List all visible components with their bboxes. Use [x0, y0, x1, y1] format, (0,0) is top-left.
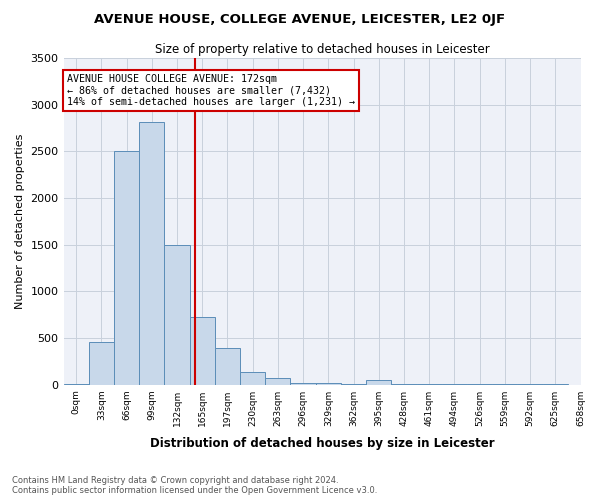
- Bar: [290, 383, 316, 384]
- Y-axis label: Number of detached properties: Number of detached properties: [15, 134, 25, 309]
- Bar: [139, 122, 164, 384]
- Text: AVENUE HOUSE COLLEGE AVENUE: 172sqm
← 86% of detached houses are smaller (7,432): AVENUE HOUSE COLLEGE AVENUE: 172sqm ← 86…: [67, 74, 355, 107]
- Bar: [265, 378, 290, 384]
- X-axis label: Distribution of detached houses by size in Leicester: Distribution of detached houses by size …: [150, 437, 494, 450]
- Bar: [190, 316, 215, 384]
- Bar: [215, 348, 240, 384]
- Bar: [164, 244, 190, 384]
- Text: AVENUE HOUSE, COLLEGE AVENUE, LEICESTER, LE2 0JF: AVENUE HOUSE, COLLEGE AVENUE, LEICESTER,…: [94, 12, 506, 26]
- Bar: [114, 152, 139, 384]
- Title: Size of property relative to detached houses in Leicester: Size of property relative to detached ho…: [155, 42, 490, 56]
- Bar: [366, 380, 391, 384]
- Bar: [89, 342, 114, 384]
- Bar: [240, 372, 265, 384]
- Text: Contains HM Land Registry data © Crown copyright and database right 2024.
Contai: Contains HM Land Registry data © Crown c…: [12, 476, 377, 495]
